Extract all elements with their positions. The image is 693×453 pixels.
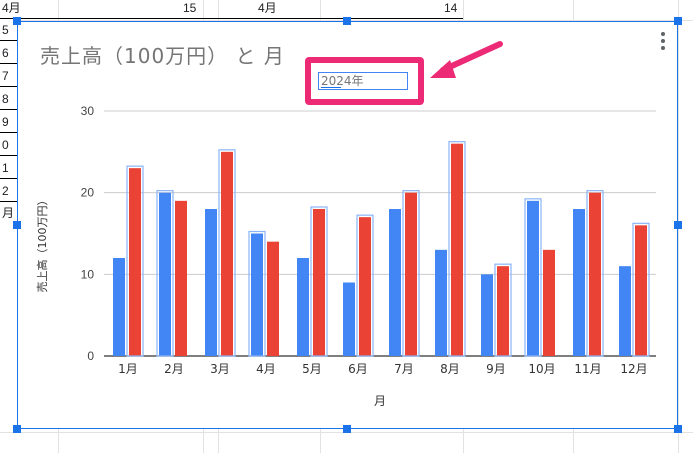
- bar: [359, 217, 371, 356]
- bar-selection-outline: [494, 263, 512, 357]
- bar: [635, 225, 647, 356]
- bar-selection-outline: [126, 165, 144, 357]
- resize-handle-bottom[interactable]: [343, 425, 351, 433]
- x-tick-label: 6月: [348, 362, 368, 376]
- y-tick-label: 20: [81, 186, 95, 200]
- resize-handle-right[interactable]: [674, 221, 682, 229]
- y-tick-label: 10: [81, 267, 95, 281]
- cell-month[interactable]: 2月: [0, 180, 20, 220]
- y-tick-label: 0: [87, 349, 94, 363]
- more-vert-icon[interactable]: [661, 32, 665, 50]
- resize-handle-bottom-left[interactable]: [13, 425, 21, 433]
- bar: [205, 209, 217, 356]
- resize-handle-top[interactable]: [343, 17, 351, 25]
- bar: [267, 241, 279, 356]
- bar-selection-outline: [448, 141, 466, 357]
- highlight-box: [305, 57, 424, 105]
- x-tick-label: 7月: [394, 362, 414, 376]
- bar: [619, 266, 631, 356]
- bar: [435, 249, 447, 356]
- bar: [573, 209, 585, 356]
- resize-handle-left[interactable]: [13, 221, 21, 229]
- x-tick-label: 9月: [486, 362, 506, 376]
- x-axis-title: 月: [374, 394, 386, 408]
- cell-value[interactable]: 15: [183, 1, 197, 15]
- bar: [113, 258, 125, 356]
- cell-month[interactable]: 4月: [2, 1, 21, 15]
- bar: [343, 282, 355, 356]
- resize-handle-top-right[interactable]: [674, 17, 682, 25]
- bar: [451, 143, 463, 356]
- resize-handle-top-left[interactable]: [13, 17, 21, 25]
- x-tick-label: 1月: [118, 362, 138, 376]
- bar-selection-outline: [248, 230, 266, 357]
- bar: [389, 209, 401, 356]
- bar: [527, 200, 539, 356]
- x-tick-label: 10月: [528, 362, 555, 376]
- x-tick-label: 4月: [256, 362, 276, 376]
- bar: [221, 151, 233, 356]
- bar: [481, 274, 493, 356]
- bar-selection-outline: [218, 149, 236, 357]
- x-tick-label: 2月: [164, 362, 184, 376]
- cell-value[interactable]: 14: [444, 1, 458, 15]
- bar-selection-outline: [402, 190, 420, 357]
- bar: [313, 209, 325, 356]
- text-cursor-underline: [321, 87, 341, 88]
- x-tick-label: 5月: [302, 362, 322, 376]
- bar-selection-outline: [632, 222, 650, 357]
- bar: [251, 233, 263, 356]
- chart-subtitle-input[interactable]: 2024年: [318, 72, 408, 90]
- bar: [297, 258, 309, 356]
- chart-subtitle-text: 2024年: [321, 74, 364, 88]
- bar-selection-outline: [310, 206, 328, 357]
- cell-month[interactable]: 4月: [258, 1, 277, 15]
- x-tick-label: 11月: [574, 362, 601, 376]
- bar: [589, 192, 601, 356]
- bar-selection-outline: [524, 198, 542, 357]
- bar: [159, 192, 171, 356]
- chart-title[interactable]: 売上高（100万円） と 月: [40, 44, 285, 68]
- bar-selection-outline: [356, 214, 374, 357]
- x-tick-label: 8月: [440, 362, 460, 376]
- cell-border: [0, 18, 463, 19]
- bar: [405, 192, 417, 356]
- bar-selection-outline: [586, 190, 604, 357]
- y-axis-title: 売上高（100万円）: [35, 195, 49, 293]
- x-tick-label: 12月: [620, 362, 647, 376]
- bar-selection-outline: [156, 190, 174, 357]
- resize-handle-bottom-right[interactable]: [674, 425, 682, 433]
- bar: [175, 200, 187, 356]
- x-tick-label: 3月: [210, 362, 230, 376]
- bar: [497, 266, 509, 356]
- bar: [543, 249, 555, 356]
- annotation-arrow: [430, 41, 503, 78]
- bar: [129, 168, 141, 356]
- y-tick-label: 30: [81, 104, 95, 118]
